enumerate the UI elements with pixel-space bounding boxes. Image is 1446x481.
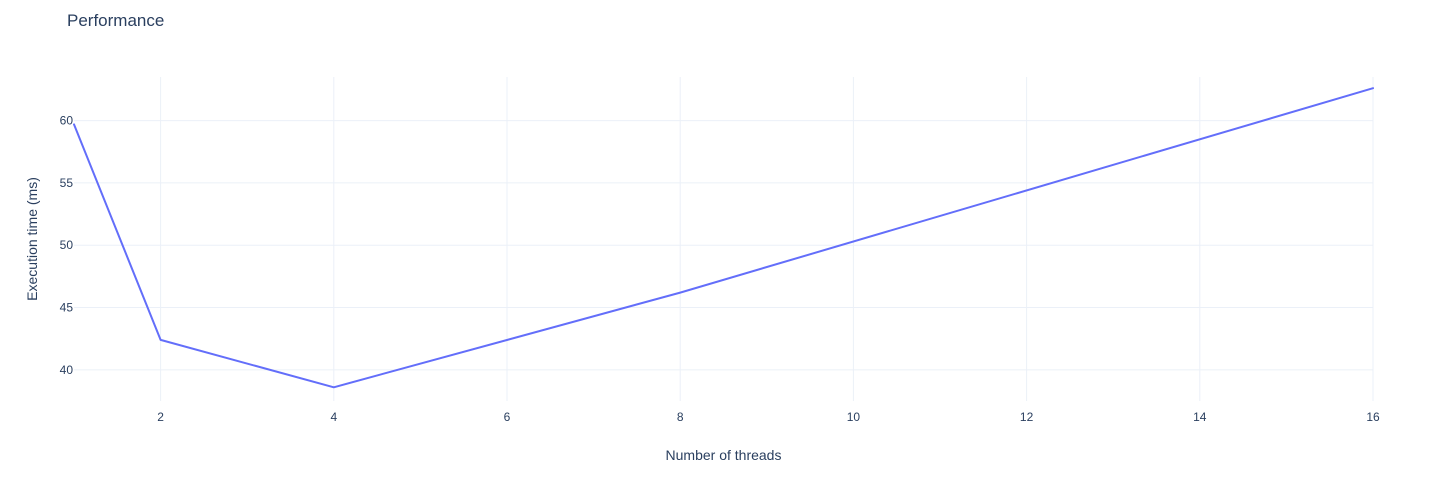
x-tick-label: 10: [847, 410, 861, 424]
y-tick-label: 55: [60, 176, 74, 190]
series-layer: [73, 87, 1374, 389]
chart-title: Performance: [67, 11, 165, 30]
x-axis-title: Number of threads: [666, 447, 782, 463]
x-tick-label: 12: [1020, 410, 1034, 424]
grid-layer: [74, 77, 1374, 401]
y-axis-title: Execution time (ms): [24, 177, 40, 301]
y-tick-label: 50: [60, 238, 74, 252]
x-tick-label: 8: [677, 410, 684, 424]
x-tick-label: 6: [504, 410, 511, 424]
x-tick-label: 2: [157, 410, 164, 424]
series-line: [73, 87, 1374, 389]
tick-layer: 2 4 6 8 10 12 14 16 40 45 50 55 60: [60, 114, 1380, 424]
y-tick-label: 40: [60, 363, 74, 377]
x-tick-label: 16: [1366, 410, 1380, 424]
y-tick-label: 45: [60, 301, 74, 315]
x-tick-label: 14: [1193, 410, 1207, 424]
y-tick-label: 60: [60, 114, 74, 128]
x-tick-label: 4: [330, 410, 337, 424]
